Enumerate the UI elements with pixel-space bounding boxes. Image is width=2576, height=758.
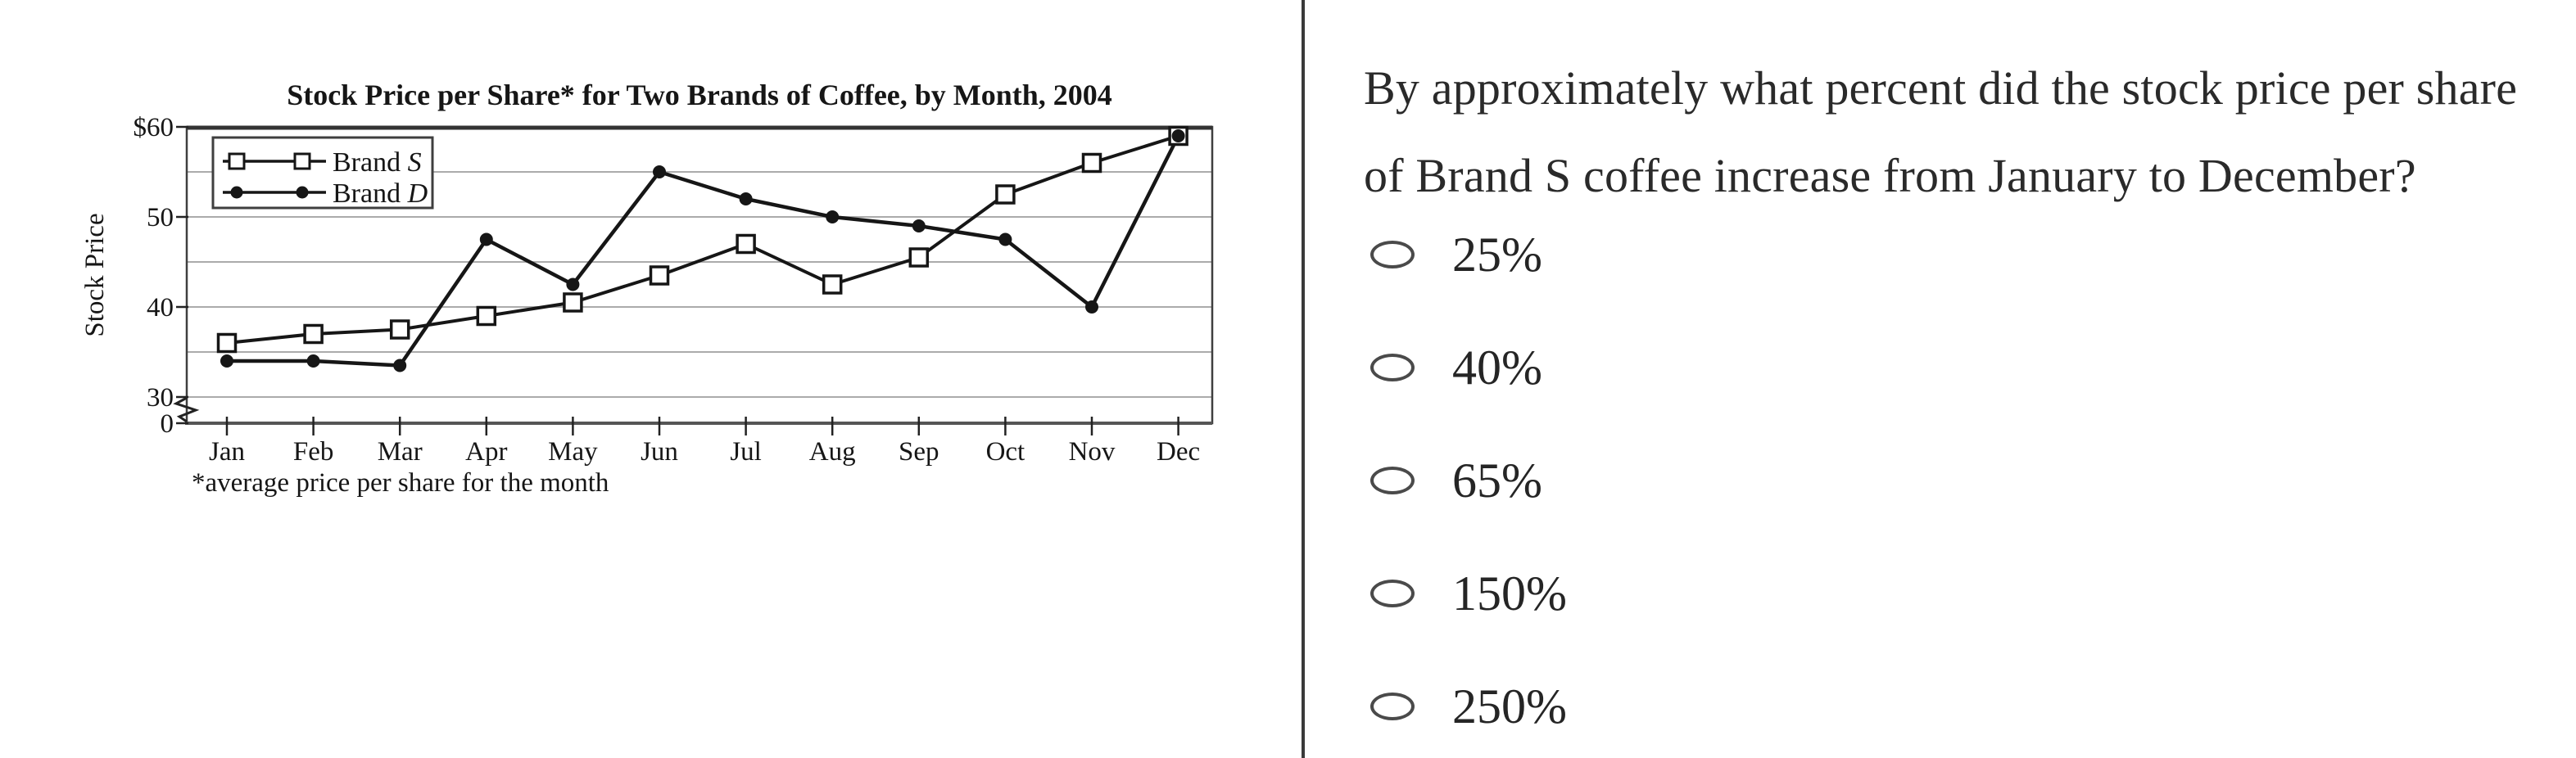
data-point-square	[216, 332, 238, 354]
data-point-square	[563, 292, 583, 313]
radio-button[interactable]	[1370, 693, 1415, 720]
data-point-dot	[479, 232, 493, 246]
legend-marker-dot	[230, 186, 243, 199]
radio-button[interactable]	[1370, 580, 1415, 607]
y-tick-label: 0	[161, 409, 174, 439]
option-label[interactable]: 150%	[1452, 566, 1567, 620]
data-point-dot	[998, 232, 1012, 246]
legend-label: Brand S	[333, 147, 422, 178]
data-point-square	[908, 247, 930, 268]
x-tick-label: Nov	[1069, 437, 1116, 467]
y-axis-title: Stock Price	[80, 213, 110, 336]
y-tick-label: 50	[147, 203, 174, 232]
data-point-dot	[912, 219, 926, 232]
chart-footnote: *average price per share for the month	[192, 468, 609, 498]
option-row[interactable]: 65%	[1370, 453, 2543, 508]
x-tick-label: Feb	[293, 437, 334, 467]
option-row[interactable]: 25%	[1370, 228, 2543, 282]
option-row[interactable]: 40%	[1370, 341, 2543, 395]
data-point-square	[303, 323, 324, 345]
y-tick-label: 40	[147, 293, 174, 323]
panel-divider	[1302, 0, 1305, 758]
radio-button[interactable]	[1370, 354, 1415, 381]
option-label[interactable]: 40%	[1452, 340, 1542, 395]
x-tick-label: Jun	[641, 437, 678, 467]
data-point-dot	[739, 192, 753, 205]
y-tick-label: 30	[147, 383, 174, 413]
question-text: By approximately what percent did the st…	[1364, 61, 2518, 202]
stock-price-chart: $60 50 40 300 Jan Feb Mar Apr May Jun Jul Aug Sep Oct…	[80, 79, 1214, 498]
data-point-square	[649, 265, 670, 286]
x-tick-label: May	[548, 437, 598, 467]
question-panel: By approximately what percent did the st…	[1305, 0, 2576, 758]
data-point-dot	[653, 165, 666, 178]
data-point-square	[389, 319, 410, 340]
data-point-square	[1081, 152, 1102, 174]
data-point-square	[476, 305, 497, 327]
data-point-square	[822, 274, 843, 295]
x-tick-label: Oct	[986, 437, 1025, 467]
data-point-square	[736, 233, 756, 255]
y-axis-break	[173, 396, 200, 423]
series-line-d	[227, 134, 1180, 368]
option-label[interactable]: 65%	[1452, 453, 1542, 508]
option-label[interactable]: 250%	[1452, 679, 1567, 733]
legend-label: Brand D	[333, 178, 428, 209]
x-tick-label: Aug	[809, 437, 856, 467]
data-point-dot	[393, 359, 407, 372]
answer-options: 25% 40% 65% 150% 250%	[1364, 228, 2543, 733]
x-tick-label: Mar	[378, 437, 423, 467]
x-tick-label: Sep	[899, 437, 939, 467]
data-point-dot	[306, 354, 320, 368]
series-line-s	[226, 134, 1179, 345]
radio-button[interactable]	[1370, 241, 1415, 268]
option-label[interactable]: 25%	[1452, 227, 1542, 282]
option-row[interactable]: 250%	[1370, 679, 2543, 733]
radio-button[interactable]	[1370, 467, 1415, 494]
chart-panel: $60 50 40 30 0 Jan Feb Mar Apr May Jun Jul Aug Sep Oct…	[80, 79, 1214, 498]
data-point-dot	[1085, 300, 1098, 314]
chart-title: Stock Price per Share* for Two Brands of…	[287, 79, 1112, 111]
data-point-square	[995, 184, 1016, 205]
y-tick-label: $60	[134, 113, 174, 142]
option-row[interactable]: 150%	[1370, 566, 2543, 620]
legend-marker-dot	[296, 186, 309, 199]
x-tick-label: Jan	[209, 437, 245, 467]
x-tick-label: Dec	[1157, 437, 1200, 467]
legend-box	[211, 136, 434, 210]
data-point-dot	[566, 277, 580, 291]
x-tick-label: Jul	[730, 437, 762, 467]
data-point-dot	[826, 210, 840, 223]
data-point-dot	[220, 354, 233, 368]
data-point-dot	[1171, 129, 1185, 142]
legend-marker-square	[293, 152, 311, 170]
x-tick-label: Apr	[465, 437, 507, 467]
legend-marker-square	[228, 152, 246, 170]
